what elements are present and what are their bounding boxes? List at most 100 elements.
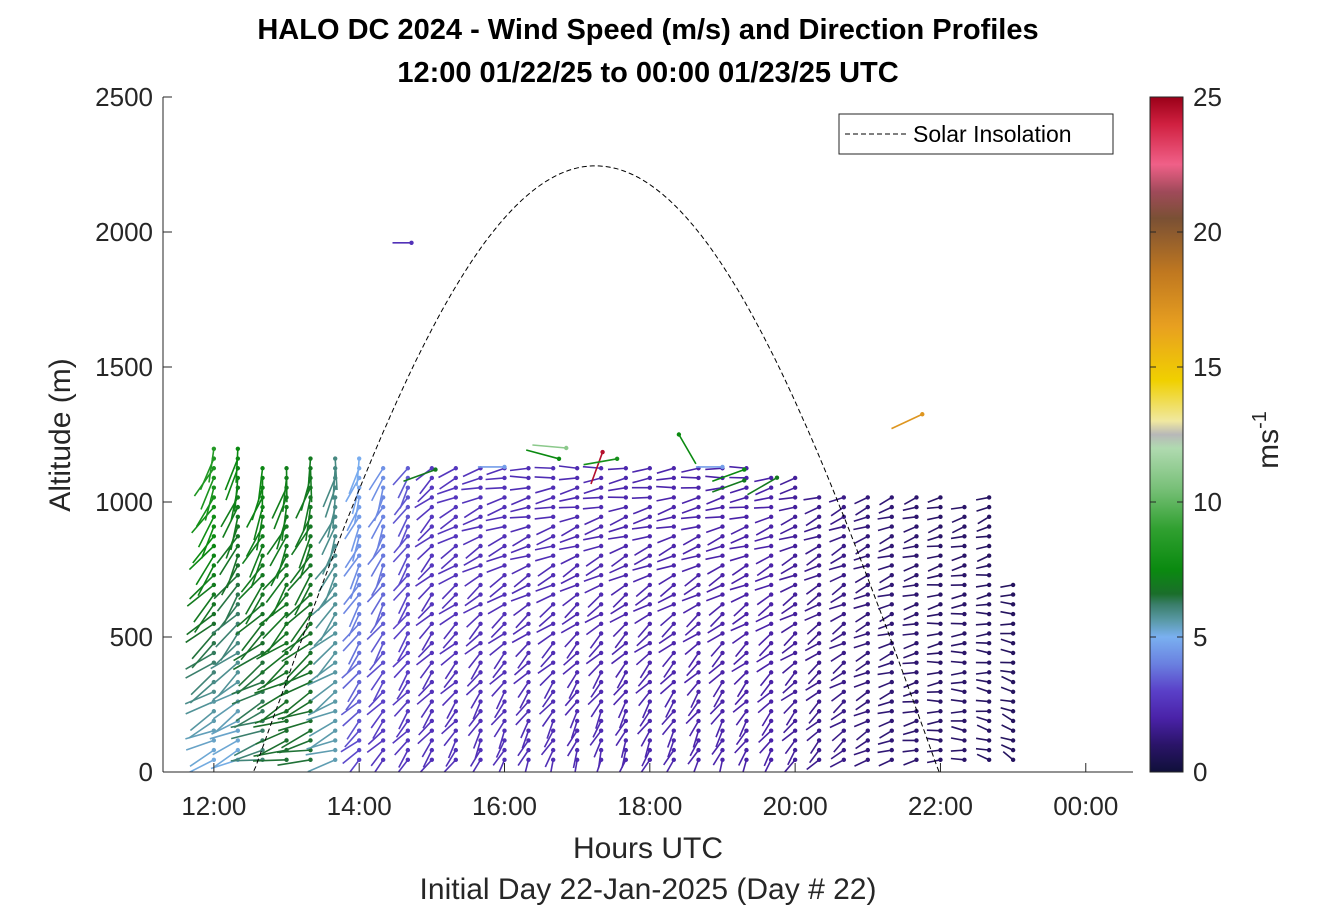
barb-shaft: [546, 720, 554, 739]
barb-shaft: [375, 565, 384, 589]
wind-barb: [342, 709, 362, 727]
barb-dot: [986, 718, 992, 724]
wind-barb: [902, 504, 919, 512]
barb-dot: [211, 621, 217, 626]
barb-shaft: [803, 535, 820, 541]
wind-barb: [902, 621, 919, 626]
barb-dot: [453, 650, 459, 656]
wind-barb: [558, 475, 580, 481]
wind-barb: [735, 709, 749, 726]
wind-barb: [543, 679, 556, 699]
wind-barb: [877, 660, 894, 668]
barb-dot: [647, 670, 653, 675]
barb-dot: [792, 611, 798, 617]
wind-barb: [855, 611, 870, 623]
barb-dot: [235, 553, 241, 558]
wind-barb: [462, 514, 483, 526]
barb-shaft: [370, 633, 384, 653]
wind-barb: [977, 514, 992, 525]
barb-dot: [914, 747, 919, 753]
barb-shaft: [755, 555, 772, 565]
barb-dot: [333, 582, 338, 588]
barb-dot: [235, 602, 241, 607]
wind-barb: [370, 631, 386, 653]
wind-barb: [562, 592, 580, 607]
barb-dot: [696, 689, 701, 695]
barb-dot: [453, 524, 459, 529]
wind-barb: [510, 592, 531, 602]
barb-dot: [526, 572, 531, 578]
barb-shaft: [902, 729, 917, 736]
barb-shaft: [665, 759, 675, 772]
barb-dot: [914, 504, 919, 510]
barb-shaft: [283, 691, 312, 714]
barb-shaft: [877, 603, 893, 610]
wind-barb: [950, 504, 967, 510]
barb-dot: [720, 553, 725, 558]
barb-dot: [211, 504, 217, 510]
y-tick-label: 1500: [95, 352, 153, 382]
barb-dot: [356, 485, 362, 490]
barb-shaft: [440, 545, 457, 560]
barb-shaft: [927, 516, 941, 521]
wind-barb: [855, 621, 870, 633]
barb-dot: [526, 466, 531, 471]
barb-dot: [598, 738, 604, 743]
barb-dot: [211, 514, 217, 520]
wind-barb: [315, 602, 338, 629]
wind-barb: [708, 602, 725, 617]
x-axis-ticks: 12:00 14:00 16:00 18:00 20:00 22:00 00:00: [181, 763, 1118, 821]
barb-dot: [308, 709, 313, 714]
barb-dot: [598, 621, 604, 626]
barb-dot: [792, 543, 798, 549]
wind-barb: [976, 543, 992, 550]
wind-barb: [1000, 582, 1016, 588]
wind-barb: [736, 679, 749, 698]
barb-shaft: [437, 525, 457, 535]
barb-dot: [429, 534, 435, 539]
barb-shaft: [567, 739, 578, 757]
barb-shaft: [495, 691, 506, 710]
barb-shaft: [879, 730, 893, 739]
barb-shaft: [417, 487, 433, 503]
barb-shaft: [680, 516, 699, 520]
barb-shaft: [524, 759, 530, 772]
wind-barb-isolated: [747, 475, 780, 496]
wind-barb: [780, 689, 798, 702]
barb-dot: [380, 475, 386, 481]
barb-dot: [816, 543, 822, 549]
barb-shaft: [658, 574, 675, 586]
barb-shaft: [464, 642, 481, 655]
barb-dot: [453, 689, 459, 695]
barb-dot: [889, 747, 894, 753]
barb-shaft: [190, 671, 215, 696]
wind-barb: [759, 738, 774, 754]
barb-shaft: [681, 593, 699, 602]
barb-shaft: [279, 681, 311, 697]
barb-shaft: [281, 730, 311, 749]
barb-shaft: [342, 749, 360, 765]
barb-shaft: [758, 642, 772, 657]
barb-shaft: [618, 759, 627, 772]
wind-barb: [538, 611, 556, 627]
barb-dot: [598, 543, 604, 549]
barb-dot: [333, 747, 338, 753]
barb-dot: [792, 553, 798, 558]
barb-dot: [284, 738, 289, 743]
barb-dot: [889, 495, 894, 500]
barb-dot: [841, 718, 847, 724]
barb-dot: [356, 728, 362, 733]
barb-shaft: [559, 516, 578, 523]
legend-solar-label: Solar Insolation: [913, 121, 1072, 147]
wind-barb: [541, 641, 556, 659]
barb-shaft: [632, 506, 651, 515]
barb-shaft: [759, 739, 772, 754]
barb-dot: [260, 514, 265, 520]
barb-shaft: [738, 720, 748, 738]
barb-shaft: [608, 525, 627, 533]
barb-dot: [768, 699, 774, 704]
wind-barb: [715, 718, 725, 738]
barb-shaft: [902, 506, 917, 512]
barb-dot: [720, 495, 725, 500]
barb-shaft: [805, 681, 820, 691]
